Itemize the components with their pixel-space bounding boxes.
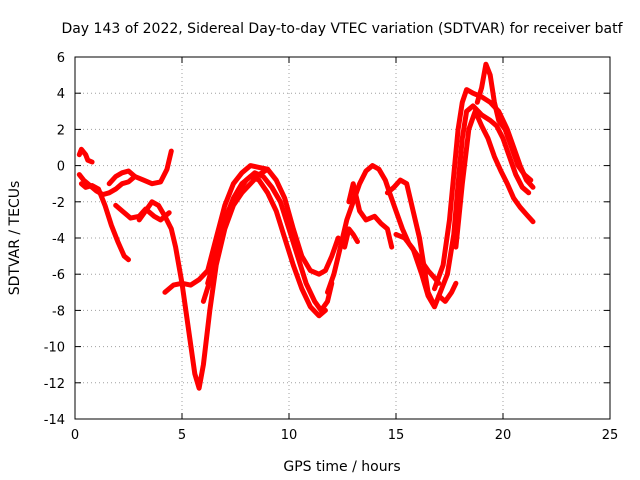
- y-tick-label: -10: [44, 341, 65, 356]
- series-track-12: [342, 226, 360, 250]
- axis-ticks: [74, 56, 611, 420]
- series-track-4: [106, 148, 174, 187]
- series-track-18: [474, 61, 534, 183]
- y-tick-label: -14: [44, 413, 65, 428]
- y-axis-label: SDTVAR / TECUs: [7, 181, 23, 296]
- x-tick-label: 20: [495, 428, 512, 443]
- series-track-3: [78, 181, 131, 263]
- x-axis-label: GPS time / hours: [283, 459, 400, 475]
- y-tick-label: 2: [57, 123, 65, 138]
- series-track-17: [453, 108, 536, 250]
- y-tick-label: -2: [52, 196, 65, 211]
- y-tick-label: 0: [57, 160, 65, 175]
- y-tick-label: -12: [44, 377, 65, 392]
- series-track-11: [346, 181, 395, 250]
- series-track-9: [205, 174, 328, 319]
- series-track-7: [162, 163, 341, 295]
- x-tick-label: 0: [71, 428, 79, 443]
- y-tick-label: -6: [52, 268, 65, 283]
- y-tick-label: -4: [52, 232, 65, 247]
- tick-labels: 0 5 10 15 20 25 -14 -12 -10 -8 -6 -4 -2 0 2 4 6: [44, 51, 619, 443]
- y-tick-label: -8: [52, 304, 65, 319]
- y-tick-label: 6: [57, 51, 65, 66]
- series-track-14: [393, 231, 459, 310]
- x-tick-label: 15: [388, 428, 405, 443]
- series-track-6: [136, 166, 271, 391]
- series-track-2: [76, 146, 95, 165]
- x-tick-label: 25: [602, 428, 619, 443]
- series-track-16: [436, 103, 532, 299]
- chart-title: Day 143 of 2022, Sidereal Day-to-day VTE…: [61, 21, 623, 37]
- data-series: [76, 61, 536, 391]
- y-tick-label: 4: [57, 87, 65, 102]
- x-tick-label: 5: [178, 428, 186, 443]
- x-tick-label: 10: [281, 428, 298, 443]
